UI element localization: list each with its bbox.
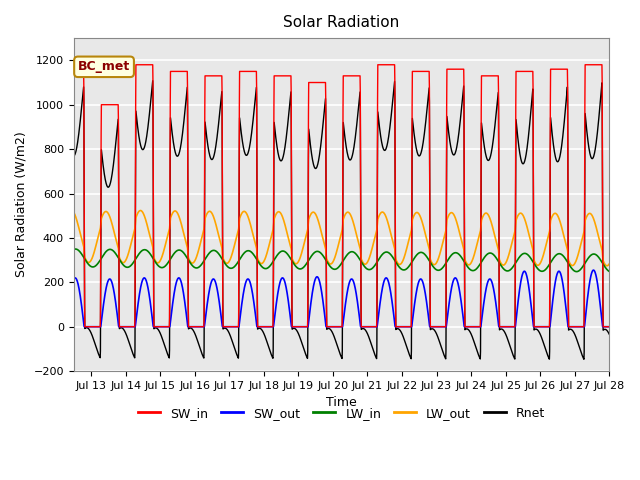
SW_in bbox=[524, 69, 531, 74]
SW_out bbox=[524, 275, 531, 280]
Text: BC_met: BC_met bbox=[78, 60, 130, 73]
SW_out bbox=[102, 289, 109, 295]
LW_in bbox=[72, 246, 79, 252]
SW_in bbox=[102, 102, 109, 108]
LW_out bbox=[137, 208, 145, 214]
SW_out bbox=[422, 292, 429, 298]
Rnet bbox=[101, 177, 109, 182]
SW_in bbox=[70, 69, 77, 74]
Line: SW_in: SW_in bbox=[74, 65, 609, 327]
LW_in bbox=[345, 251, 353, 256]
Rnet bbox=[405, 351, 413, 357]
Line: LW_in: LW_in bbox=[74, 249, 609, 272]
LW_in bbox=[102, 250, 109, 255]
SW_in bbox=[605, 324, 613, 330]
LW_in bbox=[422, 252, 429, 258]
LW_in bbox=[587, 252, 595, 258]
SW_out bbox=[81, 324, 88, 330]
SW_in bbox=[422, 69, 429, 74]
LW_out bbox=[70, 209, 77, 215]
SW_in bbox=[587, 62, 595, 68]
Line: LW_out: LW_out bbox=[74, 211, 609, 266]
LW_out bbox=[605, 261, 613, 267]
SW_in bbox=[81, 324, 89, 330]
LW_out bbox=[101, 209, 109, 215]
SW_in bbox=[345, 73, 353, 79]
SW_out bbox=[70, 276, 77, 282]
LW_out bbox=[587, 211, 595, 216]
Y-axis label: Solar Radiation (W/m2): Solar Radiation (W/m2) bbox=[15, 132, 28, 277]
Rnet bbox=[345, 155, 353, 161]
LW_out bbox=[345, 209, 353, 215]
Rnet bbox=[580, 357, 588, 362]
SW_in bbox=[406, 324, 413, 330]
LW_out bbox=[422, 232, 429, 238]
Line: SW_out: SW_out bbox=[74, 270, 609, 327]
Rnet bbox=[422, 120, 429, 126]
Rnet bbox=[587, 154, 595, 160]
LW_out bbox=[405, 236, 413, 241]
LW_out bbox=[603, 263, 611, 269]
SW_in bbox=[132, 62, 140, 68]
SW_out bbox=[589, 267, 597, 273]
LW_in bbox=[405, 263, 413, 269]
LW_in bbox=[524, 252, 531, 257]
LW_in bbox=[573, 269, 580, 275]
LW_in bbox=[605, 268, 613, 274]
X-axis label: Time: Time bbox=[326, 396, 357, 409]
SW_out bbox=[405, 324, 413, 330]
Legend: SW_in, SW_out, LW_in, LW_out, Rnet: SW_in, SW_out, LW_in, LW_out, Rnet bbox=[133, 402, 550, 425]
Title: Solar Radiation: Solar Radiation bbox=[284, 15, 400, 30]
Line: Rnet: Rnet bbox=[74, 81, 609, 360]
SW_out bbox=[605, 324, 613, 330]
Rnet bbox=[70, 153, 77, 159]
Rnet bbox=[524, 145, 531, 151]
LW_out bbox=[524, 224, 531, 230]
Rnet bbox=[605, 331, 613, 337]
SW_out bbox=[345, 283, 353, 288]
SW_out bbox=[587, 274, 595, 280]
Rnet bbox=[149, 78, 157, 84]
LW_in bbox=[70, 247, 77, 252]
